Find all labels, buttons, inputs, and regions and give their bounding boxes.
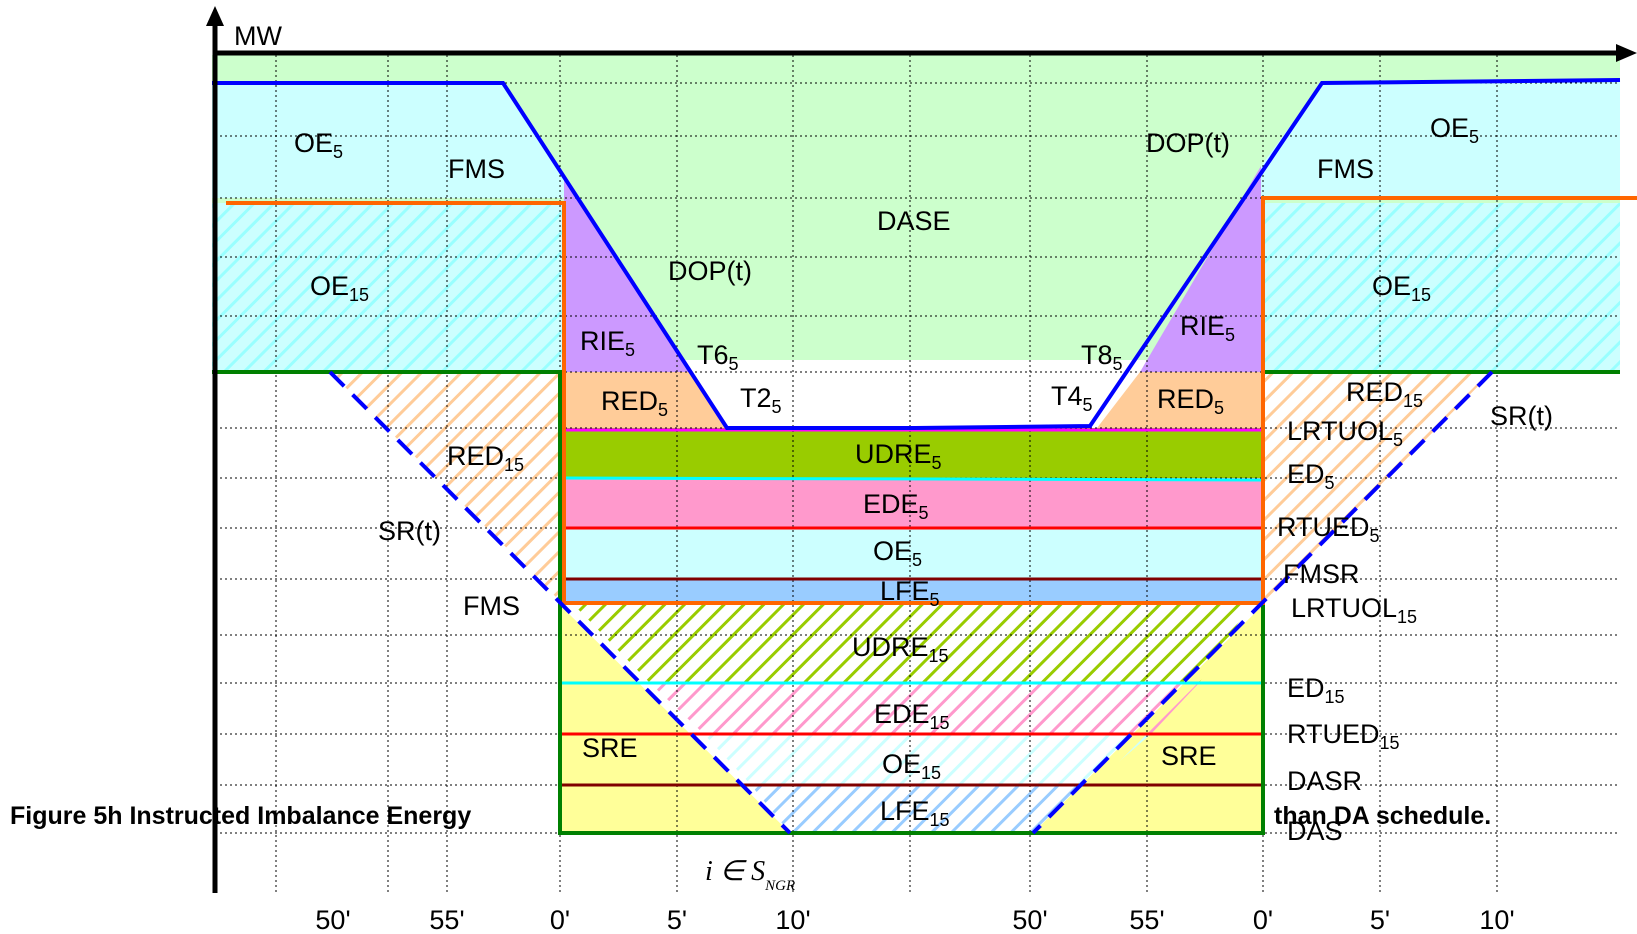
udre5-band (564, 428, 1261, 478)
x-tick-labels: 50' 55' 0' 5' 10' 50' 55' 0' 5' 10' (315, 905, 1514, 934)
label-oe15-right: OE15 (1372, 271, 1431, 305)
label-ede15: EDE15 (874, 699, 950, 733)
label-fms-left-bottom: FMS (463, 591, 520, 621)
caption-right: than DA schedule. (1274, 802, 1491, 830)
oe15-right-hatch (1263, 203, 1620, 371)
label-dop-right: DOP(t) (1146, 128, 1230, 158)
lfe5-band (564, 579, 1261, 603)
label-fmsr: FMSR (1283, 559, 1360, 589)
label-sr-left: SR(t) (378, 516, 441, 546)
label-sr-right: SR(t) (1490, 401, 1553, 431)
label-fms-right-top: FMS (1317, 154, 1374, 184)
label-lfe15: LFE15 (880, 796, 950, 830)
label-lrtuol15: LRTUOL15 (1291, 593, 1417, 627)
math-symbol: i ∈ SNGR (705, 856, 795, 894)
oe5-right-area (1261, 80, 1620, 198)
y-axis-label: MW (234, 21, 282, 51)
labels: MW OE5 FMS OE15 DASE DOP(t) DOP(t) FMS O… (10, 21, 1553, 894)
label-rtued15: RTUED15 (1287, 719, 1400, 753)
label-t8: T85 (1081, 340, 1123, 374)
lfe15-hatch (751, 785, 1092, 833)
label-sre-right: SRE (1161, 741, 1217, 771)
label-das: DAS (1287, 816, 1343, 846)
label-ed15: ED15 (1287, 673, 1345, 707)
label-dop-center: DOP(t) (668, 256, 752, 286)
x-tick-label: 5' (667, 905, 687, 934)
ed5-line (563, 476, 1264, 482)
das-line (212, 370, 1620, 835)
label-t6: T65 (697, 340, 739, 374)
label-lrtuol5: LRTUOL5 (1287, 416, 1403, 450)
axes (206, 6, 1637, 893)
label-red15-left: RED15 (447, 441, 524, 475)
x-tick-label: 50' (1012, 905, 1047, 934)
label-rtued5: RTUED5 (1277, 512, 1380, 546)
label-lfe5: LFE5 (880, 576, 940, 610)
y-axis-arrow-icon (206, 6, 224, 26)
label-t4: T45 (1051, 381, 1093, 415)
x-tick-label: 55' (1129, 905, 1164, 934)
label-udre5: UDRE5 (855, 439, 942, 473)
sr-left-line (328, 370, 792, 835)
label-rie5-left: RIE5 (580, 326, 635, 360)
red5-right-area (1097, 372, 1261, 428)
label-oe15-band: OE15 (882, 749, 941, 783)
label-oe5-right: OE5 (1430, 113, 1479, 147)
label-oe15-left: OE15 (310, 271, 369, 305)
label-oe5-band: OE5 (873, 536, 922, 570)
label-red15-right: RED15 (1346, 377, 1423, 411)
label-rie5-right: RIE5 (1180, 311, 1235, 345)
da-energy-line (226, 196, 1637, 605)
dop-line (212, 78, 1621, 430)
oe15-hatch (704, 734, 1151, 785)
sr-right-line (1031, 370, 1494, 835)
oe5-band (564, 528, 1261, 579)
caption-left: Figure 5h Instructed Imbalance Energy (10, 802, 471, 830)
x-tick-label: 0' (1253, 905, 1273, 934)
label-sre-left: SRE (582, 733, 638, 763)
x-tick-label: 0' (550, 905, 570, 934)
label-ede5: EDE5 (863, 489, 929, 523)
udre15-hatch (574, 605, 1250, 683)
label-ed5: ED5 (1287, 459, 1335, 493)
red5-left-area (564, 372, 727, 428)
label-oe5-left: OE5 (294, 128, 343, 162)
label-dasr: DASR (1287, 766, 1362, 796)
label-fms-left-top: FMS (448, 154, 505, 184)
label-udre15: UDRE15 (852, 632, 949, 666)
ede15-hatch (650, 683, 1199, 734)
label-red5-right: RED5 (1157, 384, 1224, 418)
x-axis-arrow-icon (1616, 44, 1637, 62)
x-tick-label: 5' (1370, 905, 1390, 934)
x-tick-label: 50' (315, 905, 350, 934)
label-t2: T25 (740, 383, 782, 417)
x-tick-label: 55' (429, 905, 464, 934)
x-tick-label: 10' (775, 905, 810, 934)
x-tick-label: 10' (1479, 905, 1514, 934)
ede5-band (564, 478, 1261, 528)
label-red5-left: RED5 (601, 386, 668, 420)
label-dase: DASE (877, 206, 951, 236)
